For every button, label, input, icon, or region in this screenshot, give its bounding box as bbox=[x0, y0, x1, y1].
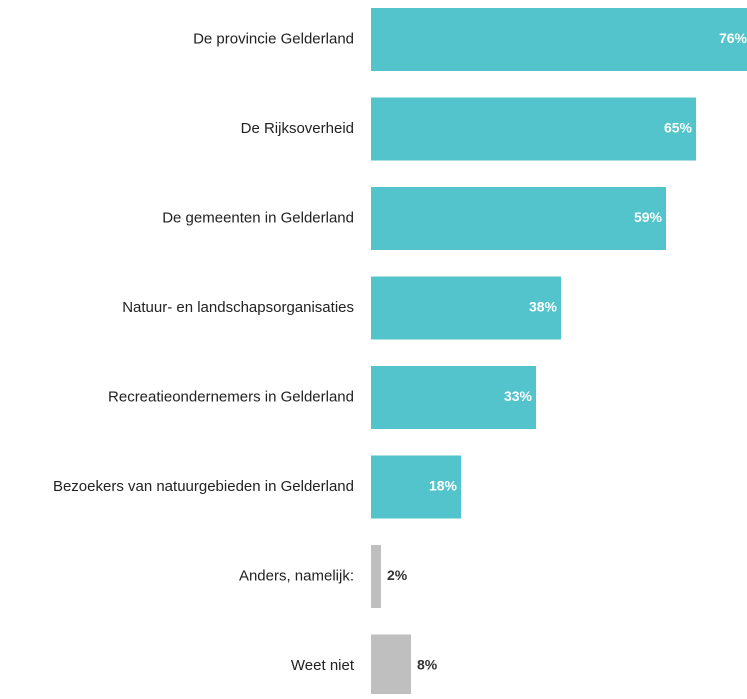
category-labels: De provincie Gelderland De Rijksoverheid D… bbox=[53, 30, 355, 674]
bar-weet-niet bbox=[371, 634, 411, 698]
category-label-recreatieondernemers-in-gelderland: Recreatieondernemers in Gelderland bbox=[108, 388, 354, 405]
value-label-natuur-en-landschapsorganisaties: 38% bbox=[529, 299, 558, 315]
bar-anders-namelijk bbox=[371, 545, 381, 608]
bar-recreatieondernemers-in-gelderland bbox=[371, 366, 536, 429]
category-label-de-provincie-gelderland: De provincie Gelderland bbox=[193, 30, 354, 47]
value-label-recreatieondernemers-in-gelderland: 33% bbox=[504, 388, 533, 404]
value-label-de-rijksoverheid: 65% bbox=[664, 120, 693, 136]
bar-de-provincie-gelderland bbox=[371, 8, 747, 71]
bar-bezoekers-van-natuurgebieden-in-gelderland bbox=[371, 455, 461, 519]
bar-natuur-en-landschapsorganisaties bbox=[371, 276, 561, 340]
value-label-bezoekers-van-natuurgebieden-in-gelderland: 18% bbox=[429, 478, 458, 494]
bar-de-gemeenten-in-gelderland bbox=[371, 187, 666, 250]
category-label-natuur-en-landschapsorganisaties: Natuur- en landschapsorganisaties bbox=[122, 299, 354, 316]
bars bbox=[371, 8, 747, 698]
value-label-de-gemeenten-in-gelderland: 59% bbox=[634, 209, 663, 225]
category-label-de-rijksoverheid: De Rijksoverheid bbox=[241, 120, 354, 137]
value-label-de-provincie-gelderland: 76% bbox=[719, 30, 747, 46]
value-label-weet-niet: 8% bbox=[417, 657, 438, 673]
category-label-anders-namelijk: Anders, namelijk: bbox=[239, 567, 354, 584]
value-labels: 76% 65% 59% 38% 33% 18% 2% 8% bbox=[387, 30, 747, 673]
category-label-de-gemeenten-in-gelderland: De gemeenten in Gelderland bbox=[162, 209, 354, 226]
bar-de-rijksoverheid bbox=[371, 97, 696, 161]
category-label-bezoekers-van-natuurgebieden-in-gelderland: Bezoekers van natuurgebieden in Gelderla… bbox=[53, 478, 354, 495]
category-label-weet-niet: Weet niet bbox=[291, 657, 355, 674]
value-label-anders-namelijk: 2% bbox=[387, 567, 408, 583]
